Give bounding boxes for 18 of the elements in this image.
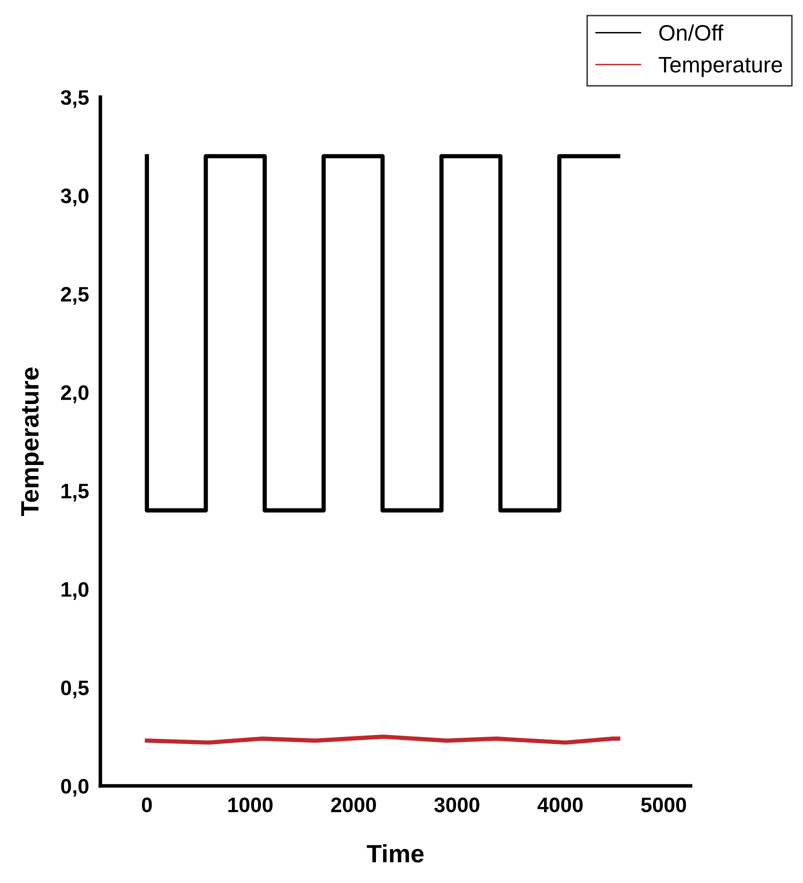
y-tick-label: 1,5 (62, 484, 89, 502)
y-tick-label: 3,0 (60, 188, 88, 206)
y-tick-label: 2,0 (61, 385, 88, 404)
y-tick-label: 0,5 (61, 680, 89, 698)
x-tick-label: 1000 (228, 798, 273, 812)
x-axis-title: Time (366, 844, 424, 863)
x-tick-label: 0 (142, 798, 152, 812)
y-tick-label: 3,5 (60, 90, 89, 108)
x-tick-label: 5000 (641, 798, 686, 812)
y-axis-title: Temperature (21, 368, 44, 516)
y-tick-label: 0,0 (61, 778, 88, 797)
x-tick-label: 2000 (331, 798, 376, 812)
x-tick-label: 3000 (434, 798, 480, 812)
x-tick-label: 4000 (537, 798, 583, 812)
legend-label: Temperature (658, 57, 782, 77)
legend-label: On/Off (659, 24, 724, 41)
y-tick-label: 1,0 (62, 582, 88, 600)
y-tick-label: 2,5 (61, 286, 89, 305)
